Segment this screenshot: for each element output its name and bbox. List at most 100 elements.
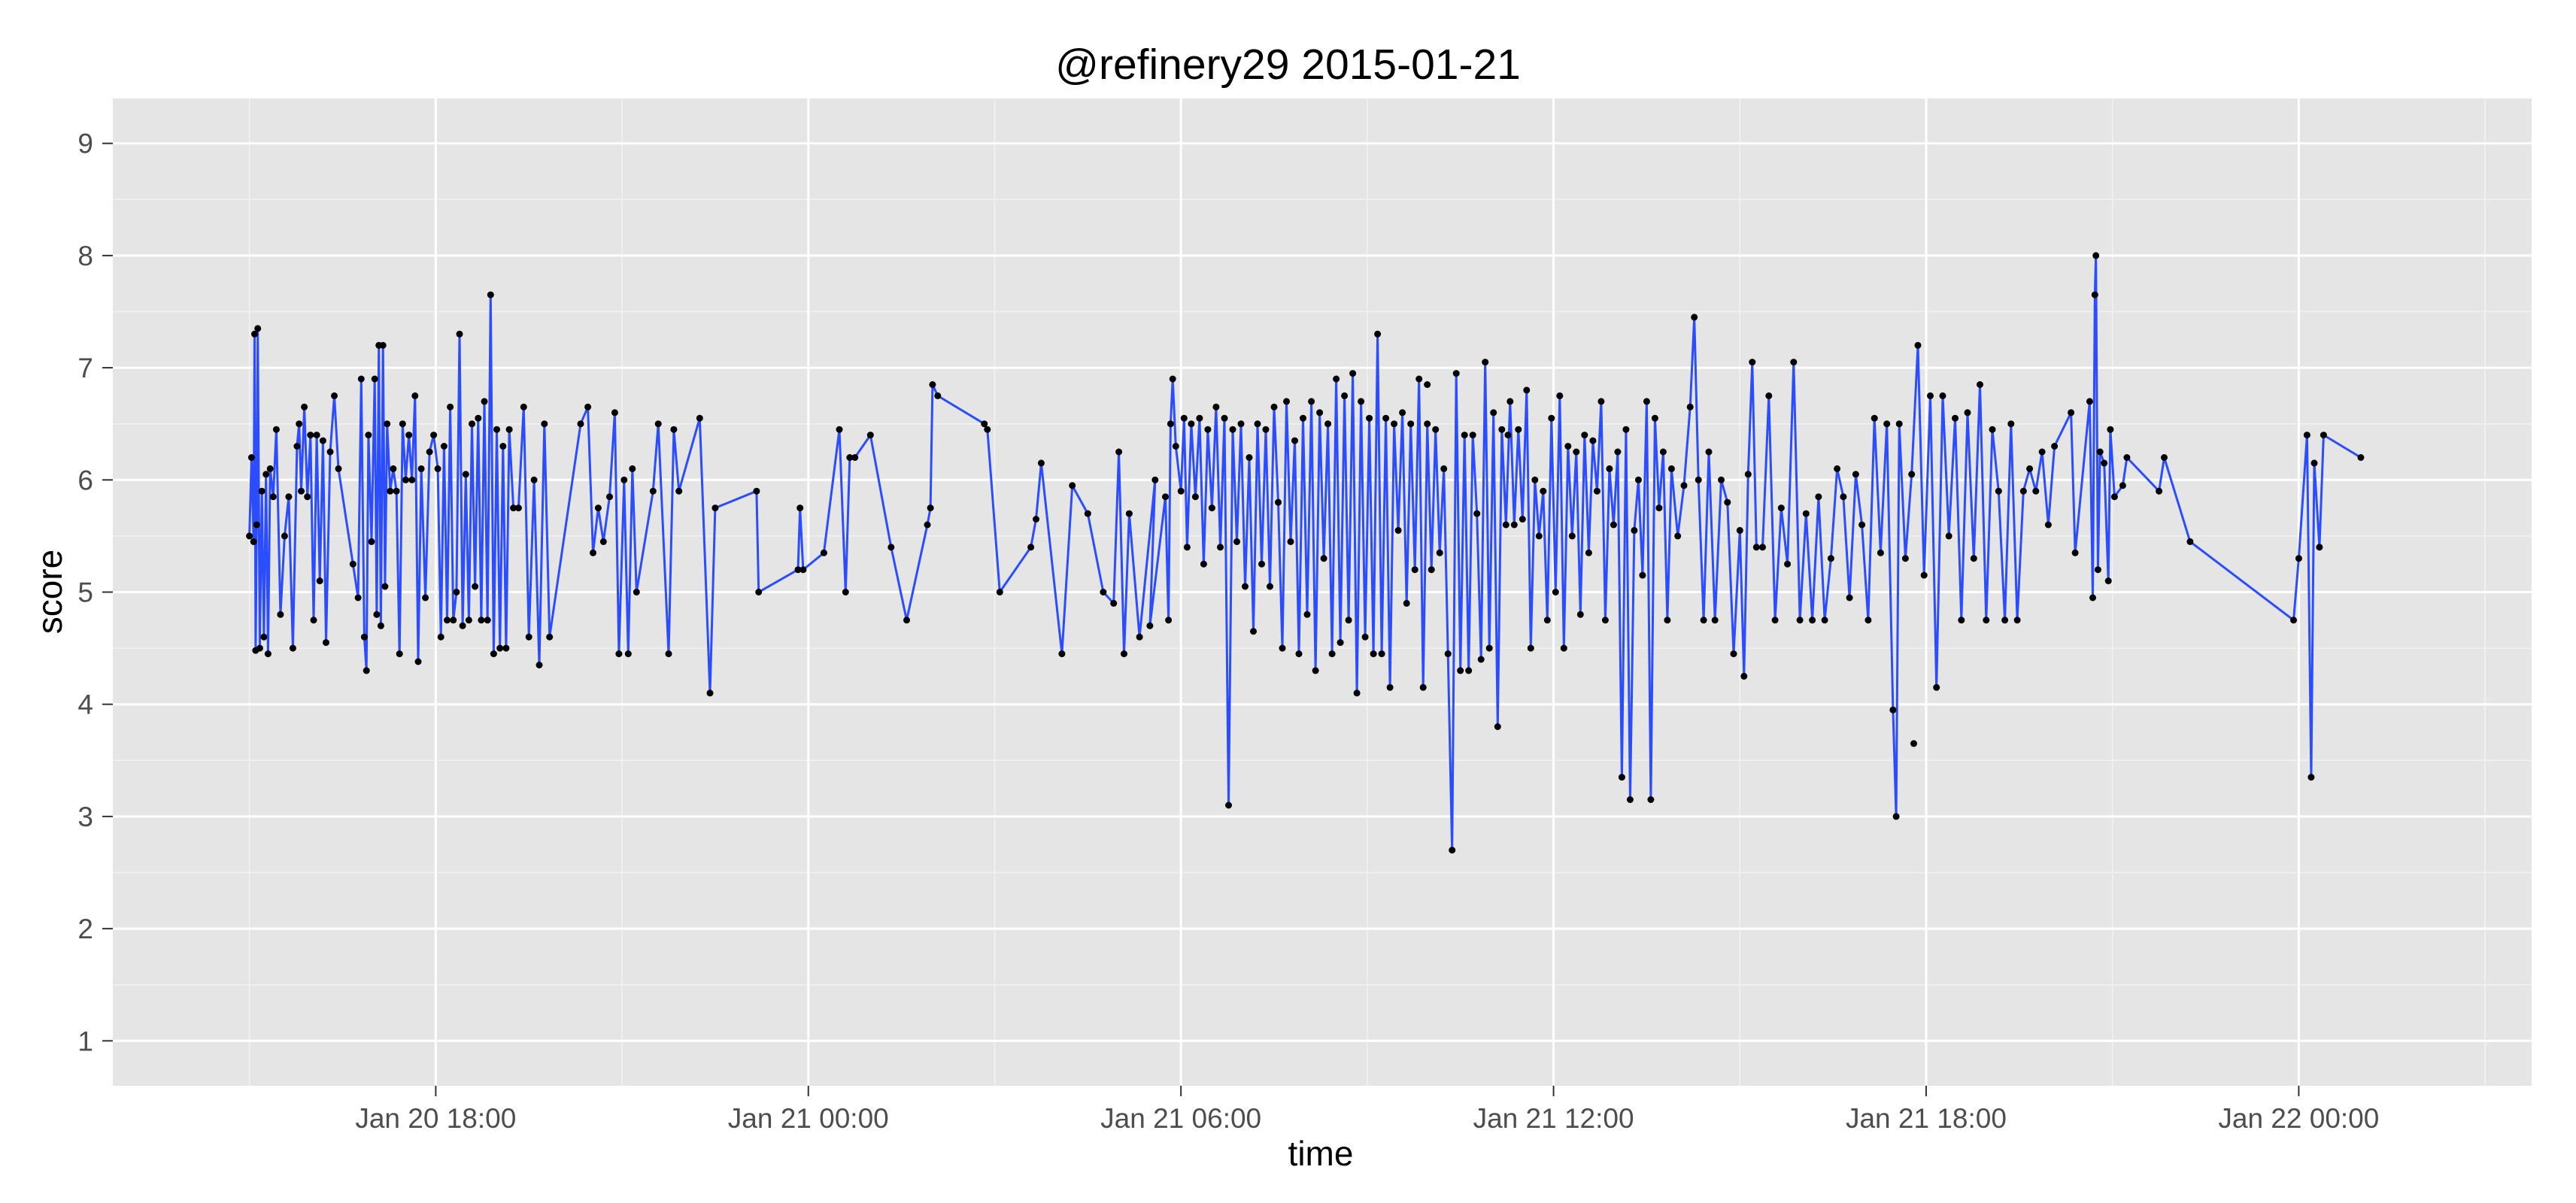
data-point	[368, 538, 375, 545]
data-point	[2001, 617, 2009, 624]
data-point	[1576, 611, 1584, 618]
data-point	[335, 465, 342, 472]
data-point	[1815, 493, 1822, 501]
data-point	[496, 644, 504, 652]
x-tick-label: Jan 21 18:00	[1846, 1103, 2007, 1134]
data-point	[417, 465, 425, 472]
y-tick-label: 6	[77, 465, 93, 495]
data-point	[444, 617, 451, 624]
data-point	[393, 487, 400, 495]
data-point	[1622, 426, 1630, 433]
data-point	[1084, 510, 1091, 517]
x-axis-title: time	[1288, 1134, 1354, 1173]
data-point	[1419, 683, 1427, 691]
data-point	[1892, 813, 1900, 820]
data-point	[1877, 549, 1884, 556]
data-point	[505, 426, 513, 433]
data-point	[1267, 583, 1273, 590]
chart-title: @refinery29 2015-01-21	[1055, 41, 1521, 89]
data-point	[927, 505, 934, 512]
data-point	[2051, 443, 2059, 450]
data-point	[1440, 465, 1448, 472]
data-point	[1254, 420, 1261, 428]
data-point	[1233, 538, 1240, 545]
data-point	[1370, 650, 1377, 658]
data-point	[536, 662, 543, 668]
data-point	[1752, 544, 1760, 551]
data-point	[1711, 617, 1719, 624]
data-point	[360, 633, 368, 641]
data-point	[1744, 471, 1752, 478]
data-point	[1115, 448, 1123, 456]
data-point	[1490, 409, 1497, 417]
data-point	[546, 633, 554, 641]
data-point	[2086, 398, 2093, 405]
x-tick-label: Jan 21 06:00	[1100, 1103, 1261, 1134]
data-point	[1279, 644, 1286, 652]
data-point	[510, 505, 517, 512]
data-point	[1809, 617, 1816, 624]
data-point	[654, 420, 662, 428]
data-point	[1366, 414, 1373, 422]
data-point	[1901, 555, 1909, 562]
data-point	[1436, 549, 1443, 556]
y-axis: 1 2 3 4 5 6 7 8 9	[77, 129, 113, 1056]
data-point	[1784, 560, 1792, 568]
data-point	[1469, 432, 1476, 439]
data-point	[2161, 454, 2168, 461]
data-point	[377, 622, 384, 629]
data-point	[313, 432, 320, 439]
data-point	[493, 426, 500, 433]
data-point	[1674, 532, 1682, 540]
data-point	[887, 544, 895, 551]
data-point	[296, 420, 303, 428]
data-point	[1403, 599, 1410, 607]
data-point	[1736, 526, 1743, 534]
data-point	[490, 650, 497, 658]
data-point	[2089, 594, 2096, 602]
data-point	[712, 505, 719, 512]
data-point	[1027, 544, 1035, 551]
data-point	[465, 617, 472, 624]
data-point	[755, 589, 763, 595]
data-point	[1452, 370, 1460, 377]
data-point	[1827, 555, 1834, 562]
data-point	[1183, 544, 1191, 551]
data-point	[1473, 510, 1481, 517]
data-point	[2092, 252, 2100, 259]
data-point	[1535, 532, 1543, 540]
data-point	[2007, 420, 2015, 428]
data-point	[929, 381, 936, 388]
data-point	[469, 420, 475, 428]
data-point	[1191, 493, 1199, 501]
data-point	[354, 594, 362, 602]
data-point	[633, 589, 640, 595]
data-point	[293, 443, 301, 450]
x-axis: Jan 20 18:00 Jan 21 00:00 Jan 21 06:00 Jan …	[355, 1086, 2379, 1134]
data-point	[405, 432, 413, 439]
data-point	[1358, 398, 1365, 405]
data-point	[1802, 510, 1810, 517]
x-tick-label: Jan 21 12:00	[1473, 1103, 1634, 1134]
data-point	[396, 650, 403, 658]
data-point	[373, 611, 381, 618]
data-point	[1316, 409, 1324, 417]
data-point	[1208, 505, 1215, 512]
data-point	[1312, 667, 1319, 674]
data-point	[371, 375, 378, 383]
data-point	[1989, 426, 1996, 433]
data-point	[1457, 667, 1464, 674]
data-point	[2068, 409, 2075, 417]
data-point	[2101, 459, 2108, 467]
data-point	[1606, 465, 1613, 472]
data-point	[1593, 487, 1601, 495]
data-point	[1465, 667, 1473, 674]
data-point	[615, 650, 623, 658]
data-point	[2013, 617, 2021, 624]
data-point	[1910, 740, 1917, 747]
data-point	[1345, 617, 1352, 624]
data-point	[1964, 409, 1971, 417]
data-point	[1771, 617, 1779, 624]
data-point	[599, 538, 607, 545]
data-point	[1196, 414, 1203, 422]
